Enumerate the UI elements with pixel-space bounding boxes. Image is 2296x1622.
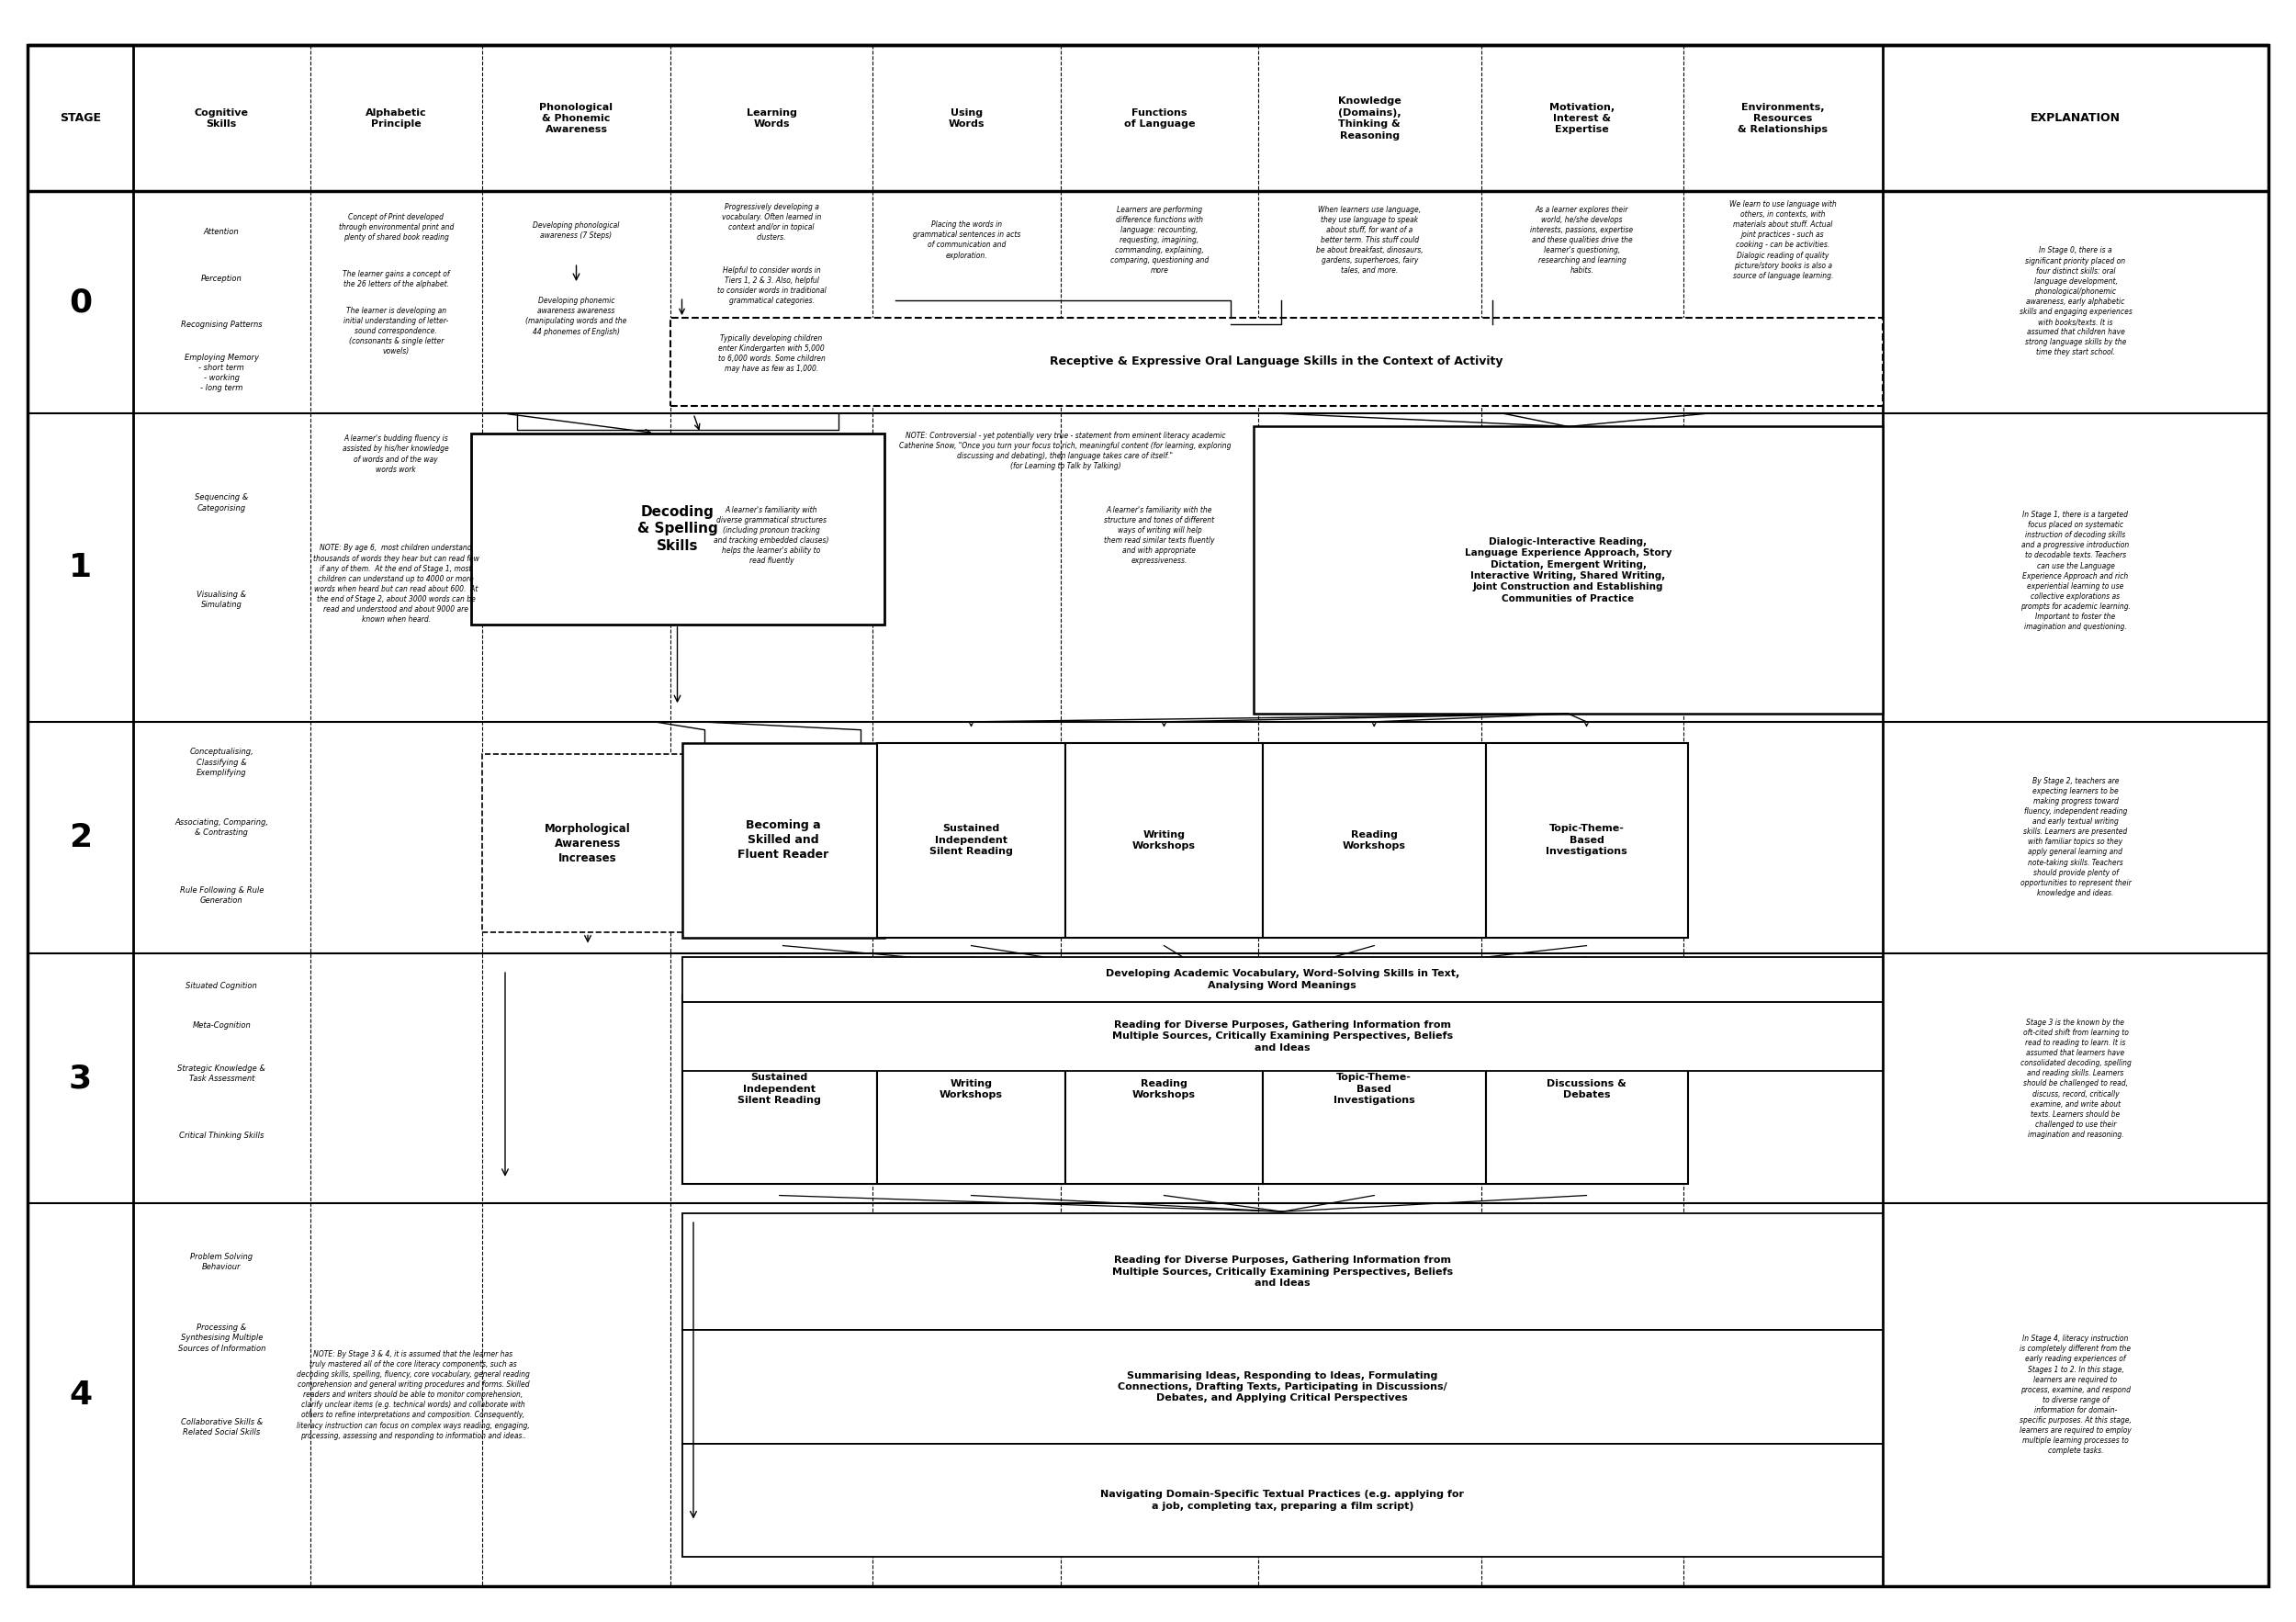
Text: Cognitive
Skills: Cognitive Skills (195, 109, 248, 128)
Text: Decoding
& Spelling
Skills: Decoding & Spelling Skills (636, 504, 719, 553)
Text: NOTE: By age 6,  most children understand
thousands of words they hear but can r: NOTE: By age 6, most children understand… (312, 543, 480, 624)
Text: Learners are performing
difference functions with
language: recounting,
requesti: Learners are performing difference funct… (1111, 206, 1208, 274)
Text: In Stage 1, there is a targeted
focus placed on systematic
instruction of decodi: In Stage 1, there is a targeted focus pl… (2020, 511, 2131, 631)
Text: Employing Memory
- short term
- working
- long term: Employing Memory - short term - working … (184, 354, 259, 393)
Bar (682, 1444, 1883, 1557)
Text: Environments,
Resources
& Relationships: Environments, Resources & Relationships (1738, 102, 1828, 135)
Text: Visualising &
Simulating: Visualising & Simulating (197, 590, 246, 610)
Bar (1263, 994, 1486, 1184)
Text: Knowledge
(Domains),
Thinking &
Reasoning: Knowledge (Domains), Thinking & Reasonin… (1339, 97, 1401, 139)
Text: A learner's familiarity with
diverse grammatical structures
(including pronoun t: A learner's familiarity with diverse gra… (714, 506, 829, 564)
Bar (1065, 994, 1263, 1184)
Text: 4: 4 (69, 1379, 92, 1411)
Text: Typically developing children
enter Kindergarten with 5,000
to 6,000 words. Some: Typically developing children enter Kind… (719, 334, 824, 373)
Bar (682, 1330, 1883, 1444)
Bar (682, 743, 884, 938)
Bar (682, 1002, 1883, 1071)
Text: Functions
of Language: Functions of Language (1125, 109, 1196, 128)
Text: Rule Following & Rule
Generation: Rule Following & Rule Generation (179, 886, 264, 905)
Bar (1254, 427, 1883, 714)
Text: Using
Words: Using Words (948, 109, 985, 128)
Text: 2: 2 (69, 822, 92, 853)
Bar (877, 743, 1065, 938)
Text: Sequencing &
Categorising: Sequencing & Categorising (195, 493, 248, 513)
Text: Strategic Knowledge &
Task Assessment: Strategic Knowledge & Task Assessment (177, 1064, 266, 1083)
Text: Motivation,
Interest &
Expertise: Motivation, Interest & Expertise (1550, 102, 1614, 135)
Bar (682, 957, 1883, 1002)
Text: Reading for Diverse Purposes, Gathering Information from
Multiple Sources, Criti: Reading for Diverse Purposes, Gathering … (1111, 1020, 1453, 1053)
Text: Recognising Patterns: Recognising Patterns (181, 320, 262, 329)
Text: Meta-Cognition: Meta-Cognition (193, 1020, 250, 1030)
Bar (1065, 743, 1263, 938)
Text: Developing Academic Vocabulary, Word-Solving Skills in Text,
Analysing Word Mean: Developing Academic Vocabulary, Word-Sol… (1104, 970, 1460, 989)
Text: Progressively developing a
vocabulary. Often learned in
context and/or in topica: Progressively developing a vocabulary. O… (721, 203, 822, 242)
Text: We learn to use language with
others, in contexts, with
materials about stuff. A: We learn to use language with others, in… (1729, 200, 1837, 281)
Text: Morphological
Awareness
Increases: Morphological Awareness Increases (544, 822, 631, 865)
Text: Dialogic-Interactive Reading,
Language Experience Approach, Story
Dictation, Eme: Dialogic-Interactive Reading, Language E… (1465, 537, 1671, 603)
Bar (670, 318, 1883, 406)
Text: Becoming a
Skilled and
Fluent Reader: Becoming a Skilled and Fluent Reader (737, 819, 829, 861)
Text: 3: 3 (69, 1062, 92, 1095)
Bar (471, 433, 884, 624)
Bar (682, 994, 877, 1184)
Text: Discussions &
Debates: Discussions & Debates (1548, 1079, 1626, 1100)
Text: As a learner explores their
world, he/she develops
interests, passions, expertis: As a learner explores their world, he/sh… (1531, 206, 1632, 274)
Text: A learner's familiarity with the
structure and tones of different
ways of writin: A learner's familiarity with the structu… (1104, 506, 1215, 564)
Text: Navigating Domain-Specific Textual Practices (e.g. applying for
a job, completin: Navigating Domain-Specific Textual Pract… (1100, 1491, 1465, 1510)
Text: 0: 0 (69, 287, 92, 318)
Text: Attention: Attention (204, 227, 239, 237)
Text: When learners use language,
they use language to speak
about stuff, for want of : When learners use language, they use lan… (1316, 206, 1424, 274)
Text: Helpful to consider words in
Tiers 1, 2 & 3. Also, helpful
to consider words in : Helpful to consider words in Tiers 1, 2 … (716, 266, 827, 305)
Text: Developing phonemic
awareness awareness
(manipulating words and the
44 phonemes : Developing phonemic awareness awareness … (526, 297, 627, 336)
Text: Concept of Print developed
through environmental print and
plenty of shared book: Concept of Print developed through envir… (338, 212, 455, 242)
Text: Placing the words in
grammatical sentences in acts
of communication and
explorat: Placing the words in grammatical sentenc… (914, 221, 1019, 260)
Text: Reading for Diverse Purposes, Gathering Information from
Multiple Sources, Criti: Reading for Diverse Purposes, Gathering … (1111, 1255, 1453, 1288)
Text: Stage 3 is the known by the
oft-cited shift from learning to
read to reading to : Stage 3 is the known by the oft-cited sh… (2020, 1019, 2131, 1139)
Text: Conceptualising,
Classifying &
Exemplifying: Conceptualising, Classifying & Exemplify… (191, 748, 253, 777)
Text: Reading
Workshops: Reading Workshops (1343, 830, 1405, 850)
Text: STAGE: STAGE (60, 112, 101, 125)
Text: NOTE: By Stage 3 & 4, it is assumed that the learner has
truly mastered all of t: NOTE: By Stage 3 & 4, it is assumed that… (296, 1350, 530, 1440)
Text: Alphabetic
Principle: Alphabetic Principle (365, 109, 427, 128)
Text: 1: 1 (69, 551, 92, 584)
Text: Developing phonological
awareness (7 Steps): Developing phonological awareness (7 Ste… (533, 221, 620, 240)
Text: Sustained
Independent
Silent Reading: Sustained Independent Silent Reading (930, 824, 1013, 856)
Text: Situated Cognition: Situated Cognition (186, 981, 257, 991)
Text: The learner is developing an
initial understanding of letter-
sound corresponden: The learner is developing an initial und… (344, 307, 448, 355)
Text: Summarising Ideas, Responding to Ideas, Formulating
Connections, Drafting Texts,: Summarising Ideas, Responding to Ideas, … (1118, 1371, 1446, 1403)
Text: Topic-Theme-
Based
Investigations: Topic-Theme- Based Investigations (1545, 824, 1628, 856)
Text: Associating, Comparing,
& Contrasting: Associating, Comparing, & Contrasting (174, 817, 269, 837)
Text: A learner's budding fluency is
assisted by his/her knowledge
of words and of the: A learner's budding fluency is assisted … (342, 435, 450, 474)
Bar (482, 754, 693, 933)
Text: Critical Thinking Skills: Critical Thinking Skills (179, 1131, 264, 1140)
Text: Reading
Workshops: Reading Workshops (1132, 1079, 1196, 1100)
Bar (1263, 743, 1486, 938)
Bar (1486, 994, 1688, 1184)
Text: Sustained
Independent
Silent Reading: Sustained Independent Silent Reading (737, 1074, 822, 1105)
Text: Phonological
& Phonemic
Awareness: Phonological & Phonemic Awareness (540, 102, 613, 135)
Text: In Stage 0, there is a
significant priority placed on
four distinct skills: oral: In Stage 0, there is a significant prior… (2018, 247, 2133, 357)
Text: By Stage 2, teachers are
expecting learners to be
making progress toward
fluency: By Stage 2, teachers are expecting learn… (2020, 777, 2131, 897)
Bar (877, 994, 1065, 1184)
Bar (682, 1213, 1883, 1330)
Text: Processing &
Synthesising Multiple
Sources of Information: Processing & Synthesising Multiple Sourc… (177, 1324, 266, 1353)
Text: Perception: Perception (202, 274, 241, 284)
Bar (1486, 743, 1688, 938)
Text: NOTE: Controversial - yet potentially very true - statement from eminent literac: NOTE: Controversial - yet potentially ve… (900, 431, 1231, 470)
Text: Learning
Words: Learning Words (746, 109, 797, 128)
Text: Writing
Workshops: Writing Workshops (1132, 830, 1196, 850)
Text: EXPLANATION: EXPLANATION (2030, 112, 2122, 125)
Text: Collaborative Skills &
Related Social Skills: Collaborative Skills & Related Social Sk… (181, 1418, 262, 1437)
Text: Problem Solving
Behaviour: Problem Solving Behaviour (191, 1252, 253, 1272)
Text: Receptive & Expressive Oral Language Skills in the Context of Activity: Receptive & Expressive Oral Language Ski… (1049, 355, 1504, 368)
Text: Topic-Theme-
Based
Investigations: Topic-Theme- Based Investigations (1334, 1074, 1414, 1105)
Text: The learner gains a concept of
the 26 letters of the alphabet.: The learner gains a concept of the 26 le… (342, 269, 450, 289)
Text: In Stage 4, literacy instruction
is completely different from the
early reading : In Stage 4, literacy instruction is comp… (2020, 1335, 2131, 1455)
Text: Writing
Workshops: Writing Workshops (939, 1079, 1003, 1100)
